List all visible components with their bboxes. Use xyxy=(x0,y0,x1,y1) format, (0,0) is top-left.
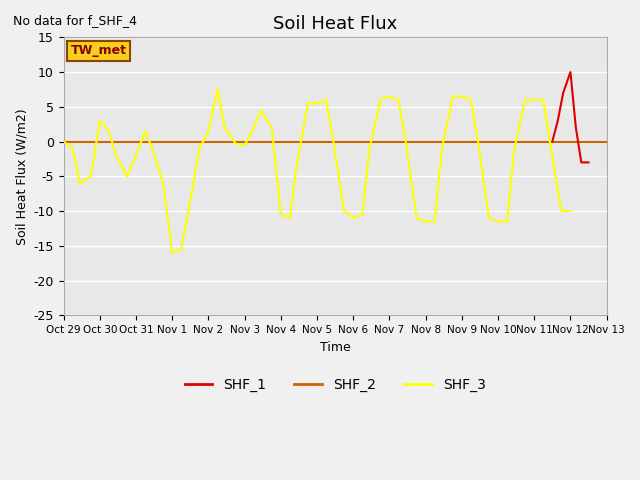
X-axis label: Time: Time xyxy=(320,340,351,354)
SHF_3 xyxy=(60,139,67,144)
SHF_3 xyxy=(431,218,438,224)
SHF_3 xyxy=(87,173,95,179)
SHF_3 xyxy=(422,218,429,224)
Line: SHF_3: SHF_3 xyxy=(63,89,570,253)
SHF_3 xyxy=(566,208,574,214)
Line: SHF_1: SHF_1 xyxy=(552,72,589,162)
Legend: SHF_1, SHF_2, SHF_3: SHF_1, SHF_2, SHF_3 xyxy=(179,372,491,397)
SHF_3 xyxy=(168,250,176,256)
SHF_1 xyxy=(554,118,561,123)
SHF_1 xyxy=(572,125,580,131)
SHF_1 xyxy=(566,69,574,75)
SHF_1 xyxy=(548,139,556,144)
SHF_3 xyxy=(76,180,84,186)
SHF_3 xyxy=(293,159,301,165)
SHF_1 xyxy=(585,159,593,165)
SHF_1 xyxy=(577,159,585,165)
Text: TW_met: TW_met xyxy=(70,44,127,57)
Text: No data for f_SHF_4: No data for f_SHF_4 xyxy=(13,14,137,27)
Y-axis label: Soil Heat Flux (W/m2): Soil Heat Flux (W/m2) xyxy=(15,108,28,245)
SHF_1 xyxy=(559,90,567,96)
SHF_3 xyxy=(214,86,221,92)
SHF_3 xyxy=(205,128,212,134)
Title: Soil Heat Flux: Soil Heat Flux xyxy=(273,15,397,33)
